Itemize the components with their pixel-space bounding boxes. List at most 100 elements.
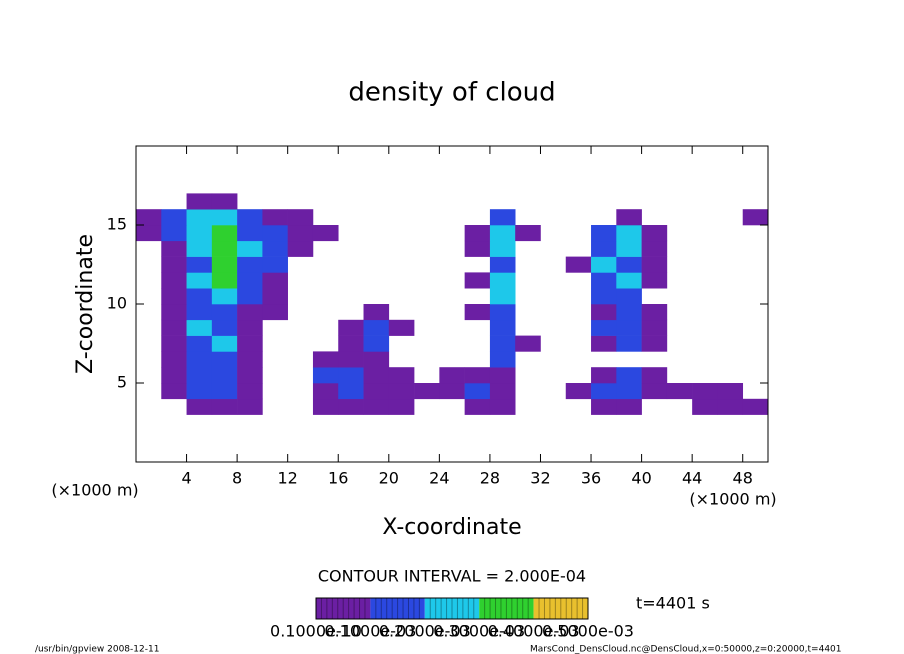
x-tick-label: 44 — [682, 469, 702, 488]
field-cell — [338, 383, 364, 400]
field-cell — [237, 367, 263, 384]
field-cell — [591, 367, 617, 384]
field-cell — [161, 256, 187, 273]
field-cell — [338, 367, 364, 384]
field-cell — [211, 304, 238, 321]
y-unit: (×1000 m) — [51, 481, 138, 500]
field-cell — [237, 225, 263, 242]
field-cell — [439, 367, 465, 384]
colorbar-segment — [424, 598, 480, 619]
colorbar-label: 0.1000e-03 — [324, 622, 416, 641]
field-cell — [616, 209, 642, 226]
colorbar-frame — [315, 597, 589, 620]
field-cell — [287, 225, 314, 242]
field-cell — [363, 335, 390, 352]
field-cell — [262, 225, 288, 242]
field-cell — [591, 225, 617, 242]
field-cell — [616, 288, 642, 305]
field-cell — [211, 256, 238, 273]
field-cell — [237, 304, 263, 321]
field-cell — [211, 398, 238, 415]
field-cell — [211, 383, 238, 400]
field-cell — [717, 383, 744, 400]
field-cell — [641, 383, 668, 400]
chart-title: density of cloud — [348, 78, 555, 108]
field-cell — [489, 225, 516, 242]
field-cell — [641, 225, 668, 242]
y-tick-label: 15 — [107, 215, 127, 234]
field-cell — [591, 335, 617, 352]
field-cell — [161, 351, 187, 368]
field-cell — [363, 383, 390, 400]
field-cell — [489, 272, 516, 289]
field-cell — [186, 383, 213, 400]
field-cell — [489, 304, 516, 321]
field-cell — [237, 383, 263, 400]
field-cell — [641, 319, 668, 336]
field-cell — [186, 319, 213, 336]
field-cell — [287, 240, 314, 257]
field-cell — [237, 398, 263, 415]
field-cell — [515, 335, 541, 352]
x-tick-label: 12 — [278, 469, 298, 488]
field-cell — [262, 256, 288, 273]
field-cell — [186, 398, 213, 415]
field-cell — [312, 351, 339, 368]
field-cell — [464, 383, 491, 400]
colorbar-label: 0.5000e-03 — [542, 622, 634, 641]
footer-right: MarsCond_DensCloud.nc@DensCloud,x=0:5000… — [530, 645, 842, 654]
field-cell — [717, 398, 744, 415]
y-axis-label: Z-coordinate — [73, 234, 98, 374]
field-cell — [363, 304, 390, 321]
field-cell — [489, 351, 516, 368]
field-cell — [641, 304, 668, 321]
field-cell — [616, 240, 642, 257]
field-cell — [237, 272, 263, 289]
field-cell — [591, 398, 617, 415]
footer-left: /usr/bin/gpview 2008-12-11 — [35, 645, 159, 654]
field-cell — [489, 319, 516, 336]
field-cell — [186, 351, 213, 368]
field-cell — [616, 225, 642, 242]
x-tick-label: 36 — [581, 469, 601, 488]
field-cell — [338, 351, 364, 368]
field-cell — [489, 398, 516, 415]
field-cell — [489, 256, 516, 273]
field-cell — [161, 288, 187, 305]
field-cell — [641, 256, 668, 273]
field-cell — [237, 240, 263, 257]
field-cell — [237, 209, 263, 226]
field-cell — [742, 209, 769, 226]
field-cell — [211, 319, 238, 336]
field-cell — [641, 335, 668, 352]
field-cell — [616, 383, 642, 400]
colorbar-label: 0.1000e-10 — [270, 622, 362, 641]
x-tick-label: 32 — [530, 469, 550, 488]
field-cell — [186, 367, 213, 384]
field-cell — [565, 256, 592, 273]
field-cell — [186, 225, 213, 242]
field-cell — [161, 304, 187, 321]
field-cell — [489, 367, 516, 384]
field-cell — [489, 383, 516, 400]
field-cell — [161, 367, 187, 384]
field-cell — [363, 367, 390, 384]
field-cell — [262, 304, 288, 321]
field-cell — [211, 351, 238, 368]
field-cell — [161, 335, 187, 352]
x-tick-label: 40 — [631, 469, 651, 488]
field-cell — [338, 335, 364, 352]
field-cell — [211, 225, 238, 242]
y-tick-label: 10 — [107, 294, 127, 313]
colorbar-label: 0.4000e-03 — [488, 622, 580, 641]
field-cell — [136, 225, 162, 242]
field-cell — [464, 240, 491, 257]
time-label: t=4401 s — [636, 594, 710, 613]
field-cell — [515, 225, 541, 242]
field-cell — [186, 288, 213, 305]
field-cell — [464, 367, 491, 384]
field-cell — [388, 367, 415, 384]
colorbar-label: 0.3000e-03 — [433, 622, 525, 641]
field-cell — [211, 335, 238, 352]
